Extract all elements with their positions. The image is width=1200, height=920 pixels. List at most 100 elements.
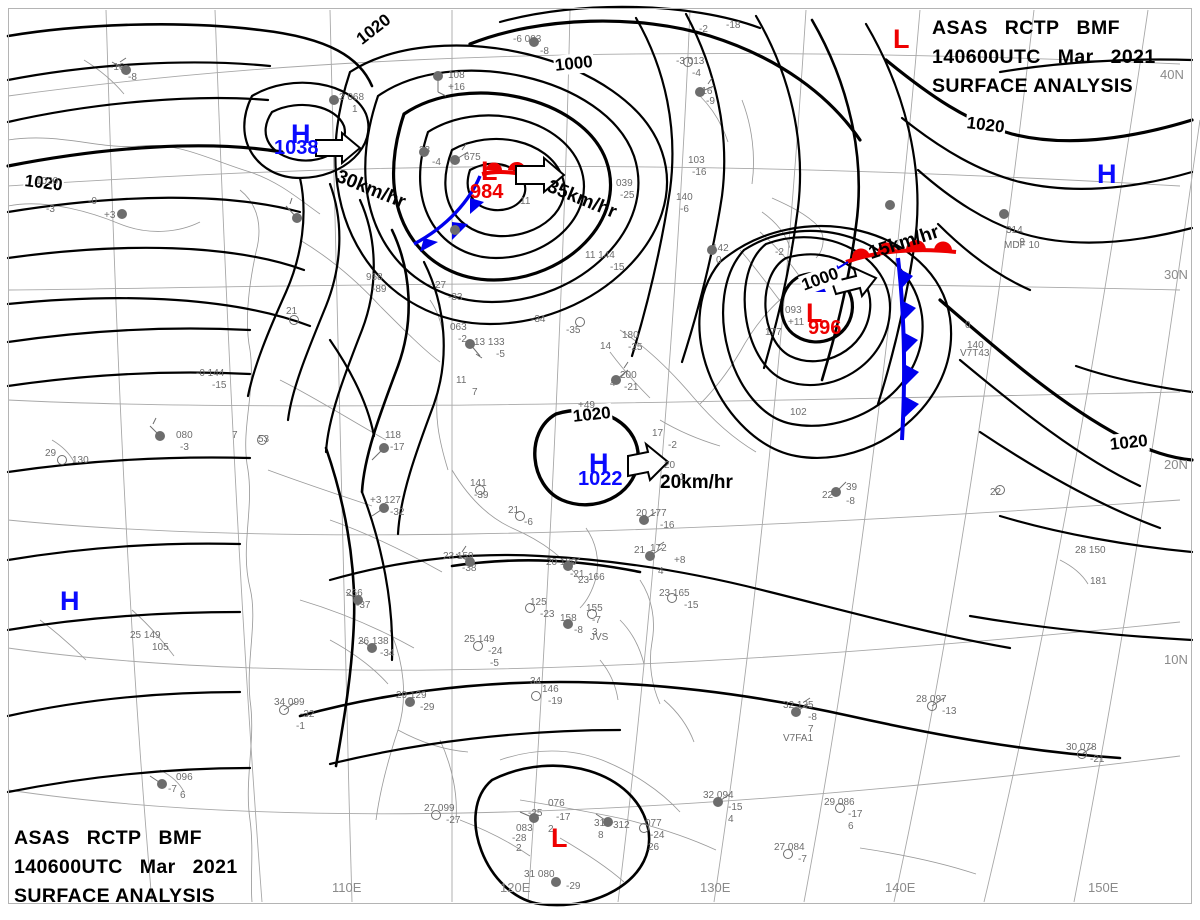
station-plot-text: 25 149 <box>130 630 161 641</box>
motion-label-high-1022: 20km/hr <box>660 472 733 493</box>
station-plot-text: 096 <box>176 772 193 783</box>
station-plot-text: 312 <box>613 820 630 831</box>
station-plot-text: 140 <box>676 192 693 203</box>
station-plot-text: -8 <box>128 72 137 83</box>
title-bottom-rctp: RCTP <box>86 827 142 849</box>
station-plot-text: 21 <box>634 545 646 556</box>
station-plot-text: -19 <box>548 696 563 707</box>
title-top-rctp: RCTP <box>1004 17 1060 39</box>
station-plot-text: +49 <box>578 400 595 411</box>
station-plot-text: 27 <box>435 280 447 291</box>
station-plot-text: -25 <box>620 190 635 201</box>
station-plot-text: -5 <box>496 349 505 360</box>
station-plot-text: 29 <box>45 448 57 459</box>
title-top-year: 2021 <box>1110 46 1156 68</box>
station-plot-text: 4 <box>658 566 664 577</box>
station-plot-text: -16 <box>660 520 675 531</box>
pressure-symbol-low-984: L <box>481 156 498 186</box>
longitude-label: 130E <box>700 880 731 895</box>
station-plot-text: 34 099 <box>274 697 305 708</box>
station-plot-text: +16 <box>448 82 465 93</box>
station-plot-text: -7 <box>592 615 601 626</box>
station-plot-text: -17 <box>848 809 863 820</box>
station-plot-text: -6 <box>524 517 533 528</box>
station-plot-text: -8 <box>574 625 583 636</box>
station-plot-text: JVS <box>590 632 609 643</box>
title-bottom-bmf: BMF <box>158 827 202 849</box>
station-plot-text: -7 <box>168 784 177 795</box>
station-plot-text: +8 <box>674 555 686 566</box>
station-plot-text: 20 177 <box>636 508 667 519</box>
station-plot-text: -25 <box>528 808 543 819</box>
station-plot-text: -1 <box>676 472 685 483</box>
station-plot-text: -38 <box>462 563 477 574</box>
station-plot-text: -4 <box>692 68 701 79</box>
latitude-label: 30N <box>1164 267 1188 282</box>
station-plot-text: 181 <box>1090 576 1107 587</box>
station-plot-text: 20 <box>664 460 676 471</box>
station-plot-text: +3 127 <box>370 495 401 506</box>
station-plot-text: 3 068 <box>339 92 365 103</box>
pressure-symbol-high-east: H <box>1097 159 1117 189</box>
station-plot-text: -2 <box>699 24 708 35</box>
station-plot-text: -9 <box>706 96 715 107</box>
station-plot-text: 314 <box>1006 225 1023 236</box>
station-plot-text: 6 <box>848 821 854 832</box>
motion-arrow-high-1022 <box>627 441 670 482</box>
title-top-asas: ASAS <box>932 17 988 39</box>
station-plot-text: 166 <box>588 572 605 583</box>
station-plot-text: -37 <box>356 600 371 611</box>
station-plot-text: 21 <box>508 505 520 516</box>
station-plot-text: 140 <box>967 340 984 351</box>
station-plot-text: -89 <box>372 284 387 295</box>
station-plot-text: 1020 <box>36 176 59 187</box>
station-plot-text: 103 <box>688 155 705 166</box>
station-plot-text: 200 <box>620 370 637 381</box>
pressure-symbol-low-996: L <box>806 298 823 328</box>
station-plot-text: 7 <box>232 430 238 441</box>
station-plot-text: 172 <box>650 543 667 554</box>
station-plot-text: 7 <box>472 387 478 398</box>
station-plot-text: 080 <box>176 430 193 441</box>
station-plot-text: 23 165 <box>659 588 690 599</box>
title-bottom-year: 2021 <box>192 856 238 878</box>
station-plot-text: 27 084 <box>774 842 805 853</box>
station-plot-text: -35 <box>566 325 581 336</box>
station-plot-text: -2 <box>458 334 467 345</box>
latitude-label: 20N <box>1164 457 1188 472</box>
station-plot-text: 0 <box>965 320 971 331</box>
station-plot-text: 22 <box>822 490 834 501</box>
station-plot-text: 2 <box>516 843 522 854</box>
station-plot-text: -0 144 <box>196 368 225 379</box>
station-plot-text: 26 138 <box>358 636 389 647</box>
station-plot-text: 0 <box>716 255 722 266</box>
station-plot-text: 32 135 <box>783 700 814 711</box>
title-top-subtitle: SURFACE ANALYSIS <box>932 75 1134 97</box>
station-plot-text: 093 <box>785 305 802 316</box>
longitude-label: 150E <box>1088 880 1119 895</box>
title-block-bottom: ASAS RCTP BMF 140600UTC Mar 2021 SURFACE ANA… <box>14 824 238 911</box>
station-plot-text: 11 144 <box>585 250 615 261</box>
station-plot-text: -16 <box>110 62 125 73</box>
longitude-label: 140E <box>885 880 916 895</box>
station-plot-text: 26 <box>648 842 660 853</box>
pressure-symbol-high-1038: H <box>291 119 311 149</box>
station-plot-text: -32 <box>300 709 315 720</box>
station-plot-text: 53 <box>258 434 270 445</box>
station-plot-text: -21 <box>624 382 639 393</box>
pressure-value-high-1022: 1022 <box>578 468 623 490</box>
station-plot-text: 25 149 <box>464 634 495 645</box>
station-plot-text: -17 <box>390 442 405 453</box>
station-plot-text: -28 <box>512 833 527 844</box>
pressure-value-low-984: 984 <box>470 181 504 203</box>
station-circles-layer <box>57 37 1095 887</box>
station-plot-text: 3 <box>592 627 598 638</box>
station-plot-text: -27 <box>446 815 461 826</box>
station-plot-text: -34 <box>380 648 395 659</box>
station-plot-text: -4 <box>432 157 441 168</box>
station-plot-text: -3 013 <box>676 56 705 67</box>
isobar-label: 1020 <box>1108 430 1150 455</box>
station-plot-text: -25 <box>628 342 643 353</box>
station-plot-text: -15 <box>212 380 227 391</box>
longitude-label: 120E <box>500 880 531 895</box>
